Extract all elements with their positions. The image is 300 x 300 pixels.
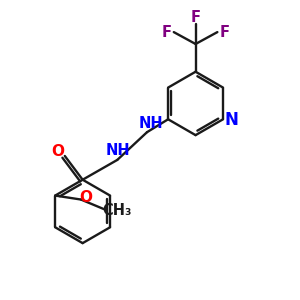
Text: NH: NH bbox=[106, 143, 130, 158]
Text: CH₃: CH₃ bbox=[102, 203, 131, 218]
Text: O: O bbox=[80, 190, 92, 205]
Text: F: F bbox=[219, 25, 229, 40]
Text: O: O bbox=[51, 145, 64, 160]
Text: F: F bbox=[162, 25, 172, 40]
Text: N: N bbox=[224, 111, 238, 129]
Text: NH: NH bbox=[139, 116, 163, 131]
Text: F: F bbox=[190, 10, 201, 25]
